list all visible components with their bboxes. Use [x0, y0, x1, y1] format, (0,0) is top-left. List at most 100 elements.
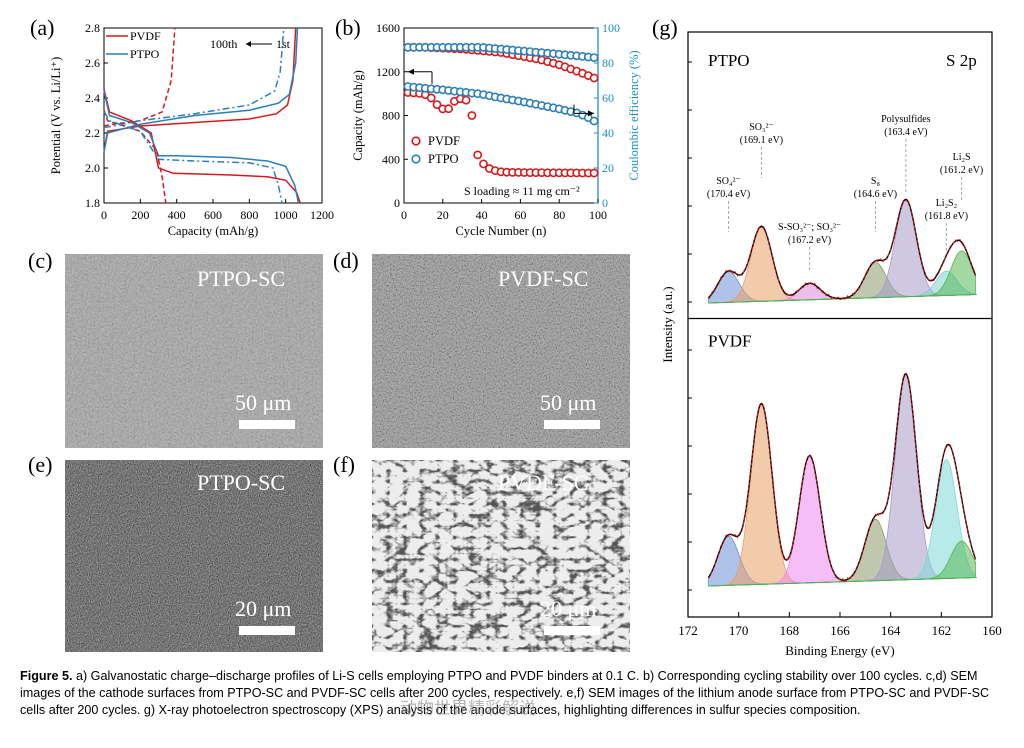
chart-g-xtick-label: 172 [678, 623, 698, 638]
sem-image-f: PVDF-SC 20 μm [372, 460, 630, 652]
chart-g-subtitle-top: S 2p [946, 51, 977, 70]
chart-a-ytick-label: 2.2 [85, 126, 100, 140]
chart-b-ytick-label: 0 [394, 196, 400, 210]
chart-b-point-pvdf-capacity [479, 159, 488, 169]
chart-g-peak-label-name: Li₂S₂ [936, 198, 957, 209]
chart-g-top-raw-data [708, 198, 976, 301]
chart-g: 172 170 168 166 164 162 160 Binding Energy (eV)… [660, 31, 1002, 658]
sem-d-scalebar [544, 420, 600, 429]
chart-a-legend-ptpo: PTPO [130, 47, 160, 61]
sem-e-scalebar [239, 626, 295, 635]
chart-g-peak-label-name: SO₃²⁻ [749, 122, 774, 133]
chart-b-ytick-label: 400 [382, 152, 400, 166]
chart-b-xlabel: Cycle Number (n) [456, 224, 547, 238]
chart-g-peak-label-value: (170.4 eV) [707, 189, 750, 200]
chart-b-arrow-right-head [588, 110, 594, 117]
chart-a-series-pvdf-100th-charge [103, 27, 176, 127]
chart-a-xlabel: Capacity (mAh/g) [168, 224, 259, 238]
chart-b-y2tick-label: 0 [602, 196, 608, 210]
chart-a-ytick-label: 2.0 [85, 161, 100, 175]
sem-c-scalebar [239, 420, 295, 429]
chart-b-ytick-label: 1200 [376, 65, 400, 79]
chart-g-peak-label-value: (163.4 eV) [884, 127, 927, 138]
panel-g-label: (g) [652, 15, 678, 40]
chart-b-point-pvdf-capacity [444, 104, 453, 114]
chart-g-peak-label-name: SO₄²⁻ [716, 176, 741, 187]
chart-g-xlabel: Binding Energy (eV) [785, 643, 895, 658]
chart-b-y2tick-label: 60 [602, 91, 614, 105]
chart-b-y2tick-label: 40 [602, 126, 614, 140]
chart-b-point-ptpo-capacity [589, 116, 599, 126]
chart-a-xtick-label: 400 [168, 208, 186, 222]
chart-b-annotation: S loading ≈ 11 mg cm⁻² [464, 184, 580, 198]
panel-b-label: (b) [335, 15, 361, 40]
chart-b-legend-ptpo: PTPO [428, 152, 459, 166]
chart-b-point-pvdf-capacity [461, 95, 471, 105]
chart-g-xtick-label: 168 [780, 623, 800, 638]
chart-b-xtick-label: 60 [514, 208, 526, 222]
chart-a-series-ptpo-1st-discharge [103, 90, 300, 204]
chart-b-arrow-left-head [408, 68, 414, 75]
chart-g-bottom-raw-data [708, 373, 976, 583]
caption-text: a) Galvanostatic charge–discharge profil… [20, 669, 990, 717]
chart-g-peak-label-name: Li₂S [953, 152, 971, 163]
chart-g-peak-label-value: (161.8 eV) [925, 211, 968, 222]
chart-a-ytick-label: 2.6 [85, 56, 100, 70]
chart-a-xtick-label: 200 [131, 208, 149, 222]
chart-b-legend-marker [411, 136, 421, 146]
figure-caption: Figure 5. a) Galvanostatic charge–discha… [20, 668, 1010, 719]
chart-g-xtick-label: 162 [932, 623, 952, 638]
sem-e-title: PTPO-SC [197, 470, 286, 495]
chart-a-ytick-label: 1.8 [85, 196, 100, 210]
chart-b-point-pvdf-capacity [432, 100, 442, 109]
chart-b-y2tick-label: 20 [602, 161, 614, 175]
panel-d-label: (d) [333, 248, 359, 273]
chart-a-series-ptpo-1st-charge [103, 27, 299, 153]
chart-b-point-ptpo-ce [589, 53, 599, 62]
sem-image-c: PTPO-SC 50 μm [65, 254, 323, 448]
chart-g-bottom-baseline [708, 576, 977, 587]
chart-b-xtick-label: 40 [476, 208, 488, 222]
chart-b-ytick-label: 1600 [376, 21, 400, 35]
chart-g-title-top: PTPO [708, 51, 750, 70]
chart-b-ylabel: Capacity (mAh/g) [351, 70, 365, 161]
sem-image-e: PTPO-SC 20 μm [65, 460, 323, 652]
chart-a-xtick-label: 1200 [310, 208, 334, 222]
chart-g-peak-label-name: S-SO₃²⁻; SO₃²⁻ [778, 222, 841, 233]
chart-a-ytick-label: 2.4 [85, 91, 100, 105]
sem-f-title: PVDF-SC [498, 470, 589, 495]
sem-c-scale-text: 50 μm [235, 390, 292, 415]
panel-f-label: (f) [333, 452, 355, 477]
chart-a-legend-pvdf: PVDF [130, 29, 161, 43]
watermark-text: 动物世界精彩解说 [400, 699, 536, 719]
chart-b-legend-marker [411, 154, 421, 164]
chart-b: 0 20 40 60 80 100040080012001600020406080100C… [351, 21, 641, 238]
sem-d-title: PVDF-SC [498, 266, 589, 291]
chart-b-y2label: Coulombic efficiency (%) [627, 50, 641, 180]
chart-g-peak-label-name: S₈ [871, 176, 881, 187]
chart-b-xtick-label: 80 [553, 208, 565, 222]
panel-e-label: (e) [28, 452, 53, 477]
chart-b-y2tick-label: 80 [602, 56, 614, 70]
chart-b-point-pvdf-capacity [467, 111, 477, 120]
chart-a-annotation-1st: 1st [276, 37, 291, 51]
chart-b-point-pvdf-capacity [473, 150, 483, 160]
chart-a-ytick-label: 2.8 [85, 21, 100, 35]
caption-figure-label: Figure 5. [20, 669, 73, 683]
sem-image-d: PVDF-SC 50 μm [372, 254, 630, 448]
chart-g-peak-label-value: (169.1 eV) [740, 135, 783, 146]
chart-a-xtick-label: 800 [240, 208, 258, 222]
chart-a-ylabel: Potential (V vs. Li/Li⁺) [49, 57, 63, 174]
chart-g-ylabel: Intensity (a.u.) [660, 286, 675, 362]
panel-a-label: (a) [30, 15, 55, 40]
sem-e-scale-text: 20 μm [235, 596, 292, 621]
chart-b-point-pvdf-capacity [589, 168, 599, 178]
chart-b-xtick-label: 0 [401, 208, 407, 222]
chart-g-peak-label-value: (161.2 eV) [940, 165, 983, 176]
chart-g-peak-label-value: (167.2 eV) [788, 235, 831, 246]
sem-f-scalebar [544, 626, 600, 635]
chart-a-annotation-100th: 100th [210, 37, 237, 51]
chart-g-title-bottom: PVDF [708, 332, 751, 351]
sem-d-scale-text: 50 μm [540, 390, 597, 415]
chart-b-ytick-label: 800 [382, 109, 400, 123]
